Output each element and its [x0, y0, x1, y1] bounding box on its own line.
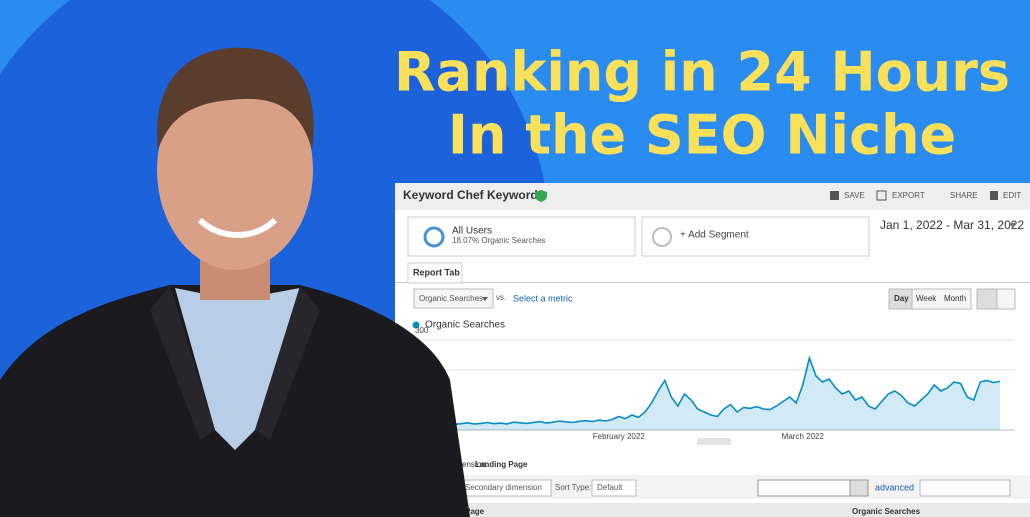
date-range[interactable]: Jan 1, 2022 - Mar 31, 2022: [880, 218, 1024, 232]
headline: In the SEO Niche: [448, 104, 956, 167]
shirt: [175, 288, 300, 450]
view-buttons[interactable]: [919, 479, 1011, 497]
sort-type: Sort Type:: [555, 483, 591, 492]
sort-select[interactable]: [591, 479, 637, 497]
x-tick-label: February 2022: [593, 432, 646, 441]
primary-value: Landing Page: [475, 460, 528, 469]
legend-dot: [412, 321, 420, 329]
table-header: [395, 503, 1030, 517]
segment-name: All Users: [452, 226, 492, 237]
chart-type[interactable]: [996, 288, 1016, 310]
secondary: Secondary dimension: [465, 483, 542, 492]
column-header: Organic Searches: [852, 507, 921, 516]
segment-detail: 18.07% Organic Searches: [452, 236, 545, 245]
segment-icon: [652, 227, 672, 247]
dropdown-arrow: [482, 297, 488, 301]
period[interactable]: Day: [894, 294, 909, 303]
headline: Ranking in 24 Hours: [394, 41, 1010, 104]
vs: vs.: [496, 293, 506, 302]
chart-type[interactable]: [976, 288, 998, 310]
tab-label: Report Tab: [413, 267, 460, 277]
tab-line: [395, 282, 1030, 283]
panel-header: [395, 183, 1030, 210]
icon: [990, 191, 998, 200]
analytics-panel: Keyword Chef Keywords SAVE EXPORT SHARE …: [395, 183, 1030, 517]
metric: Organic Searches: [419, 294, 483, 303]
x-tick-label: March 2022: [782, 432, 825, 441]
icon: [876, 190, 887, 201]
segment-box[interactable]: [641, 216, 870, 257]
verified-icon: [535, 190, 547, 202]
area: [415, 358, 1000, 430]
period-active: [888, 288, 913, 310]
action[interactable]: EXPORT: [892, 191, 925, 200]
column-header: Page: [465, 507, 485, 516]
tab[interactable]: [407, 262, 463, 284]
add-segment[interactable]: + Add Segment: [680, 230, 749, 241]
y-tick-label: 300: [415, 326, 429, 335]
action[interactable]: SAVE: [844, 191, 865, 200]
person: [0, 47, 470, 517]
dropdown-arrow: [1009, 223, 1017, 228]
hair: [157, 47, 314, 150]
advanced[interactable]: advanced: [875, 482, 914, 492]
segment-box[interactable]: [407, 216, 636, 257]
metric-select[interactable]: [413, 288, 494, 309]
smile: [197, 217, 278, 238]
line: [414, 355, 1001, 426]
period[interactable]: Week: [916, 294, 937, 303]
period[interactable]: Month: [944, 294, 966, 303]
action[interactable]: EDIT: [1003, 191, 1021, 200]
lapel: [150, 286, 320, 440]
select-metric[interactable]: Select a metric: [513, 293, 573, 303]
search-button[interactable]: [849, 479, 869, 497]
segment-icon: [423, 226, 445, 248]
icon: [830, 191, 839, 200]
action[interactable]: SHARE: [950, 191, 978, 200]
report-title: Keyword Chef Keywords: [403, 188, 545, 202]
legend: Organic Searches: [425, 320, 505, 331]
sort-value: Default: [597, 483, 623, 492]
chart-handle: [697, 438, 731, 445]
